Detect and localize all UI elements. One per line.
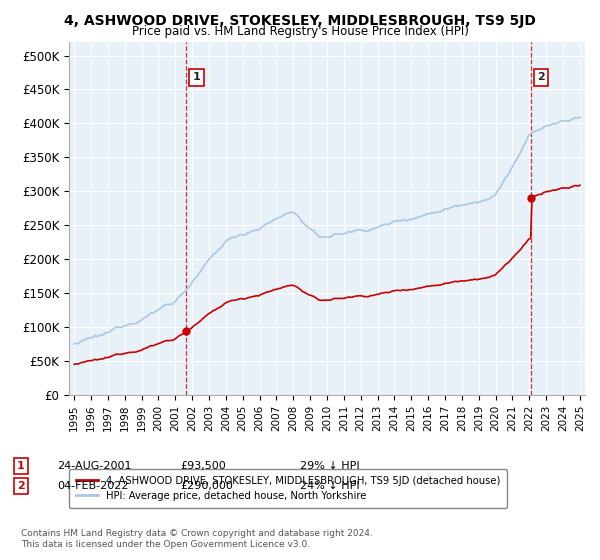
Text: 29% ↓ HPI: 29% ↓ HPI <box>300 461 359 471</box>
Text: 24-AUG-2001: 24-AUG-2001 <box>57 461 131 471</box>
Text: 1: 1 <box>17 461 25 471</box>
Text: 1: 1 <box>193 72 200 82</box>
Legend: 4, ASHWOOD DRIVE, STOKESLEY, MIDDLESBROUGH, TS9 5JD (detached house), HPI: Avera: 4, ASHWOOD DRIVE, STOKESLEY, MIDDLESBROU… <box>69 469 507 507</box>
Text: 4, ASHWOOD DRIVE, STOKESLEY, MIDDLESBROUGH, TS9 5JD: 4, ASHWOOD DRIVE, STOKESLEY, MIDDLESBROU… <box>64 14 536 28</box>
Text: £93,500: £93,500 <box>180 461 226 471</box>
Text: 2: 2 <box>537 72 545 82</box>
Text: Price paid vs. HM Land Registry's House Price Index (HPI): Price paid vs. HM Land Registry's House … <box>131 25 469 38</box>
Text: £290,000: £290,000 <box>180 481 233 491</box>
Text: 04-FEB-2022: 04-FEB-2022 <box>57 481 128 491</box>
Text: 24% ↓ HPI: 24% ↓ HPI <box>300 481 359 491</box>
Text: Contains HM Land Registry data © Crown copyright and database right 2024.
This d: Contains HM Land Registry data © Crown c… <box>21 529 373 549</box>
Text: 2: 2 <box>17 481 25 491</box>
